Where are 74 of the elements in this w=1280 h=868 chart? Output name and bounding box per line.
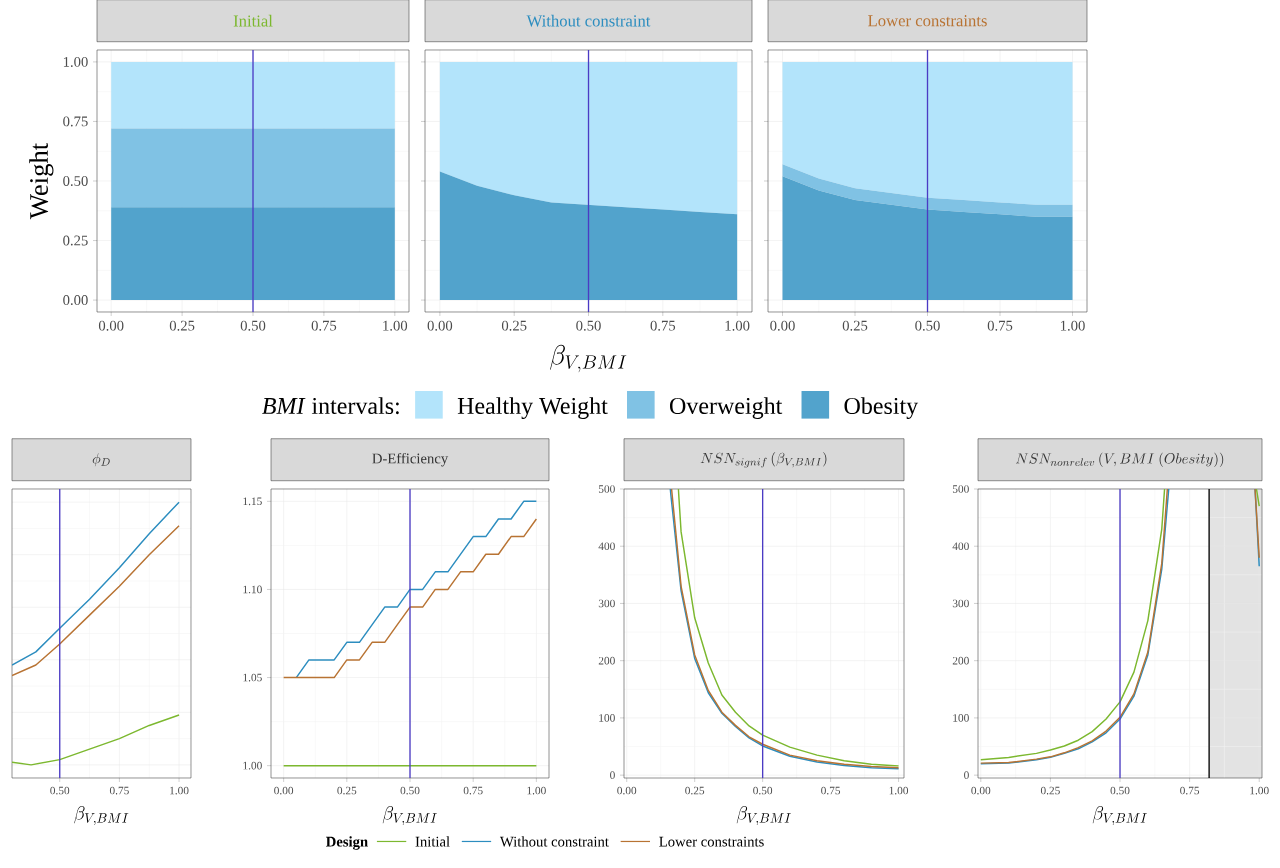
x-axis-title: $\beta_{V,BMI}$ (550, 344, 627, 373)
x-tick-label: 0.75 (987, 320, 1013, 331)
y-tick-label: 1.10 (243, 585, 262, 594)
x-tick-label: 0.00 (274, 786, 294, 795)
y-tick-label: 0.25 (63, 235, 88, 246)
x-tick-label: 0.50 (50, 786, 70, 795)
chart-title: $NSN_{signif}\left(\beta_{V,BMI}\right)$ (700, 452, 827, 468)
x-tick-label: 0.00 (770, 320, 795, 331)
x-tick-label: 0.50 (1110, 786, 1130, 795)
y-tick-label: 0.00 (63, 295, 88, 306)
y-tick-label: 400 (598, 542, 615, 551)
x-axis-title: $\beta_{V,BMI}$ (736, 806, 791, 826)
x-axis-title: $\beta_{V,BMI}$ (1092, 806, 1147, 826)
x-tick-label: 0.50 (915, 320, 940, 331)
x-tick-label: 0.25 (1040, 786, 1060, 795)
x-tick-label: 0.00 (98, 320, 124, 331)
x-tick-label: 1.00 (889, 786, 909, 795)
y-tick-label: 300 (598, 599, 615, 608)
x-tick-label: 1.00 (725, 320, 750, 331)
y-tick-label: 100 (953, 714, 969, 722)
y-tick-label: 1.00 (63, 56, 88, 67)
x-tick-label: 0.25 (685, 786, 705, 795)
legend-label: Without constraint (499, 836, 609, 847)
x-tick-label: 0.50 (576, 320, 601, 331)
x-tick-label: 0.75 (109, 786, 129, 795)
chart-title: Initial (233, 14, 273, 27)
y-tick-label: 300 (952, 599, 969, 608)
x-axis-title: $\beta_{V,BMI}$ (74, 806, 129, 826)
y-tick-label: 0 (964, 771, 969, 779)
y-tick-label: 1.00 (243, 761, 262, 770)
y-tick-label: 0 (610, 771, 615, 779)
y-tick-label: 0.75 (63, 116, 88, 127)
legend-label: Initial (415, 836, 450, 847)
y-axis-title: Weight (29, 142, 54, 220)
x-tick-label: 0.75 (821, 786, 841, 795)
x-tick-label: 1.00 (527, 786, 546, 795)
x-tick-label: 0.75 (1180, 786, 1200, 795)
x-tick-label: 0.00 (617, 786, 637, 795)
legend-label: Lower constraints (659, 836, 764, 847)
x-tick-label: 0.75 (311, 320, 337, 331)
y-tick-label: 0.50 (63, 176, 88, 186)
x-tick-label: 1.00 (383, 320, 408, 331)
chart-title: Lower constraints (868, 15, 987, 27)
legend-title: Design (325, 836, 368, 850)
x-tick-label: 0.50 (753, 786, 773, 795)
x-axis-title: $\beta_{V,BMI}$ (382, 806, 437, 826)
x-tick-label: 0.00 (427, 320, 453, 331)
x-tick-label: 0.25 (501, 320, 527, 331)
x-tick-label: 1.00 (1250, 786, 1269, 795)
y-tick-label: 500 (598, 485, 615, 493)
y-tick-label: 200 (952, 656, 969, 665)
chart-title: Without constraint (526, 14, 651, 27)
chart-title: D-Efficiency (372, 452, 449, 467)
x-tick-label: 0.00 (971, 786, 991, 795)
x-tick-label: 0.50 (400, 786, 420, 795)
x-tick-label: 0.75 (463, 786, 483, 795)
x-tick-label: 0.75 (650, 320, 676, 331)
x-tick-label: 0.25 (842, 320, 868, 331)
legend-label: Healthy Weight (457, 397, 608, 419)
y-tick-label: 1.05 (243, 673, 262, 682)
x-tick-label: 1.00 (170, 786, 189, 795)
y-tick-label: 400 (952, 542, 969, 551)
legend-label: Obesity (844, 397, 919, 419)
x-tick-label: 0.25 (337, 786, 357, 795)
legend-label: Overweight (670, 397, 783, 419)
y-tick-label: 100 (599, 714, 615, 722)
legend-title: BMI intervals: (262, 397, 399, 415)
x-tick-label: 0.25 (169, 320, 195, 331)
y-tick-label: 500 (952, 485, 969, 493)
chart-title: $\phi_D$ (92, 453, 110, 467)
y-tick-label: 1.15 (243, 497, 262, 506)
y-tick-label: 200 (598, 656, 615, 665)
chart-title: $NSN_{nonrelev}\left(V, BMI\ (Obesity)\right)$ (1015, 452, 1224, 468)
x-tick-label: 1.00 (1060, 320, 1085, 331)
